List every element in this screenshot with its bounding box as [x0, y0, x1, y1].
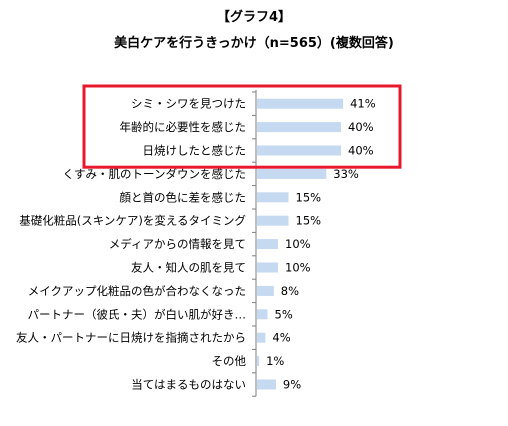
category-label: 年齢的に必要性を感じた	[120, 120, 247, 134]
data-label: 40%	[348, 120, 374, 134]
bar	[257, 145, 341, 156]
highlight-box	[82, 84, 402, 169]
category-label: メディアからの情報を見て	[109, 237, 246, 251]
data-label: 10%	[285, 237, 311, 251]
category-label: 当てはまるものはない	[131, 378, 246, 392]
bar	[257, 332, 266, 343]
data-label: 33%	[333, 167, 359, 181]
data-label: 40%	[348, 144, 374, 158]
data-label: 1%	[266, 354, 284, 368]
data-label: 5%	[275, 307, 293, 321]
category-label: その他	[212, 354, 247, 368]
data-label: 9%	[283, 378, 301, 392]
bar	[257, 379, 276, 390]
chart-title: 【グラフ4】	[217, 9, 291, 25]
category-label: 基礎化粧品(スキンケア)を変えるタイミング	[19, 214, 246, 228]
category-label: パートナー（彼氏・夫）が白い肌が好き…	[28, 307, 247, 321]
data-label: 15%	[296, 214, 322, 228]
category-label: メイクアップ化粧品の色が合わなくなった	[28, 284, 246, 298]
category-label: シミ・シワを見つけた	[131, 97, 246, 111]
data-label: 4%	[272, 331, 290, 345]
bar	[257, 215, 289, 226]
bar	[257, 239, 278, 250]
data-label: 41%	[350, 97, 376, 111]
category-label: 友人・パートナーに日焼けを指摘されたから	[16, 331, 246, 345]
bar	[257, 262, 278, 273]
category-label: 顔と首の色に差を感じた	[120, 190, 247, 204]
bar	[257, 192, 289, 203]
category-label: 友人・知人の肌を見て	[131, 261, 246, 275]
category-label: くすみ・肌のトーンダウンを感じた	[63, 167, 246, 181]
chart-subtitle: 美白ケアを行うきっかけ（n=565）(複数回答)	[114, 35, 394, 51]
plot-area: シミ・シワを見つけた 41% 年齢的に必要性を感じた 40% 日焼けしたと感じた 40% く…	[16, 84, 402, 397]
data-label: 10%	[285, 261, 311, 275]
data-label: 8%	[281, 284, 299, 298]
bar	[257, 98, 344, 109]
bar	[257, 309, 268, 320]
data-label: 15%	[296, 190, 322, 204]
bar	[257, 122, 341, 133]
bar	[257, 285, 274, 296]
category-label: 日焼けしたと感じた	[143, 144, 247, 158]
bar	[257, 168, 327, 179]
bar	[257, 356, 260, 367]
